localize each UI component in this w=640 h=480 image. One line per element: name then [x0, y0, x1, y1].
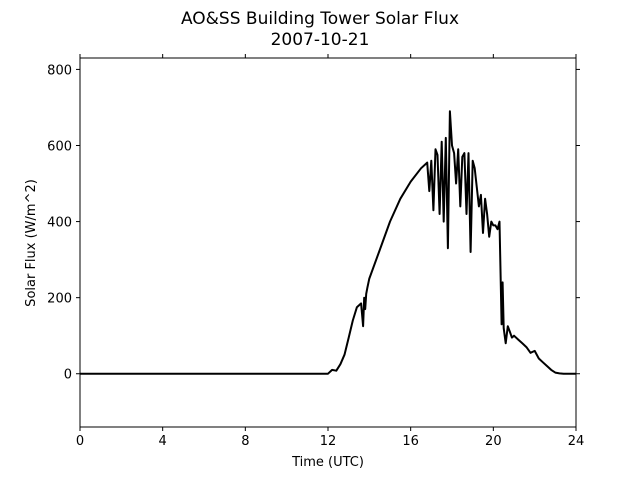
- x-tick-label: 4: [159, 434, 167, 449]
- x-tick-label: 24: [568, 434, 585, 449]
- x-axis-label: Time (UTC): [291, 455, 364, 470]
- chart-title: AO&SS Building Tower Solar Flux: [181, 9, 459, 29]
- y-tick-label: 0: [64, 368, 72, 383]
- solar-flux-line: [80, 110, 576, 375]
- y-tick-label: 600: [47, 139, 72, 154]
- x-tick-label: 12: [320, 434, 337, 449]
- x-tick-label: 0: [76, 434, 84, 449]
- x-tick-label: 8: [241, 434, 249, 449]
- plot-frame: [79, 57, 577, 428]
- x-tick-label: 20: [485, 434, 502, 449]
- x-tick-label: 16: [402, 434, 419, 449]
- axis-ticks: 0 4 8 12 16 20 24 0 200 400 600 800: [47, 54, 584, 449]
- y-axis-label: Solar Flux (W/m^2): [24, 179, 39, 307]
- y-tick-label: 400: [47, 216, 72, 231]
- plot-area: [79, 57, 577, 428]
- y-tick-label: 200: [47, 292, 72, 307]
- y-tick-label: 800: [47, 63, 72, 78]
- chart-subtitle: 2007-10-21: [271, 30, 370, 50]
